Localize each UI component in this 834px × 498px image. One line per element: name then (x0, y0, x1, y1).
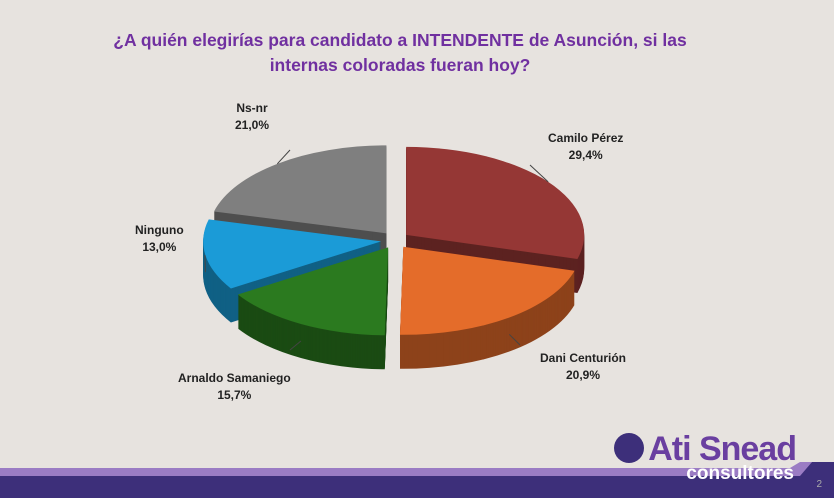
logo-chart-icon (614, 433, 645, 463)
leader-line (276, 149, 291, 165)
leader-line (529, 164, 549, 183)
brand-logo: Ati Snead (614, 430, 797, 469)
label-name: Ninguno (135, 223, 184, 237)
slice-dani-centuri-n (399, 246, 575, 335)
slice-arnaldo-samaniego (237, 247, 389, 336)
label-value: 29,4% (568, 148, 603, 162)
label-arnaldo: Arnaldo Samaniego 15,7% (178, 370, 291, 404)
label-name: Arnaldo Samaniego (178, 371, 291, 385)
label-value: 21,0% (235, 118, 270, 132)
label-name: Ns-nr (236, 101, 268, 115)
slice-camilo-p-rez (406, 146, 585, 259)
page-number: 2 (816, 479, 822, 490)
slice-ninguno (203, 219, 382, 289)
label-name: Camilo Pérez (548, 131, 624, 145)
label-ninguno: Ninguno 13,0% (135, 222, 184, 256)
label-nsnr: Ns-nr 21,0% (235, 100, 269, 134)
footer-band (0, 462, 834, 498)
slice-ns-nr (214, 145, 387, 234)
brand-name: Ati Snead (648, 430, 797, 468)
label-value: 20,9% (565, 368, 601, 382)
label-dani: Dani Centurión 20,9% (540, 350, 626, 384)
label-name: Dani Centurión (540, 351, 626, 365)
leader-line (289, 340, 302, 351)
label-value: 15,7% (217, 388, 252, 402)
leader-line (508, 334, 521, 346)
label-value: 13,0% (142, 240, 177, 254)
label-camilo: Camilo Pérez 29,4% (548, 130, 623, 164)
brand-sub: consultores (686, 463, 794, 484)
chart-title: ¿A quién elegirías para candidato a INTE… (113, 30, 687, 75)
